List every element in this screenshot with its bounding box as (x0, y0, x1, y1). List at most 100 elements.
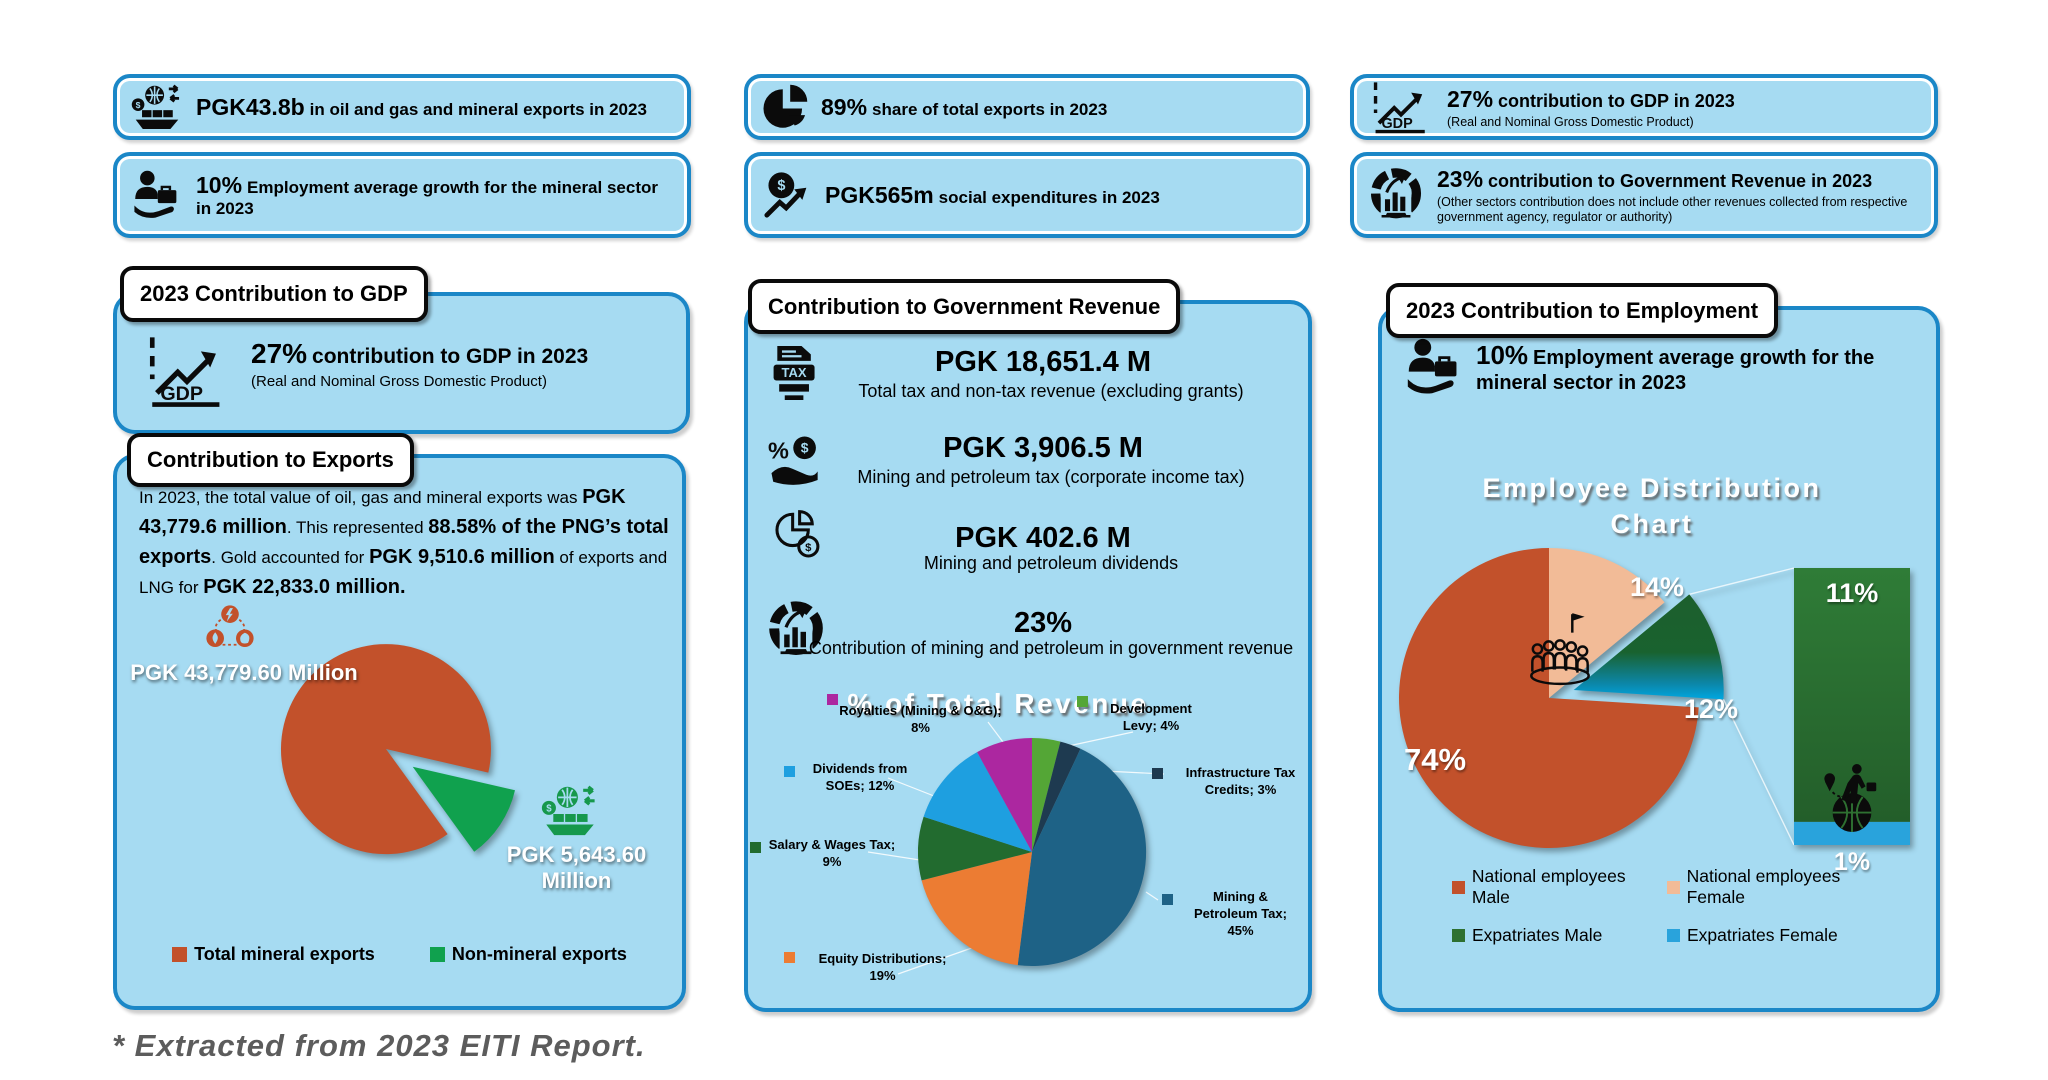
legend-swatch (172, 947, 188, 962)
tax-document-icon: TAX (768, 344, 822, 402)
stat-card-gov-revenue: 23% contribution to Government Revenue in… (1350, 152, 1938, 238)
stat-label: social expenditures in 2023 (938, 187, 1160, 207)
cargo-ship-icon: $ (131, 83, 183, 131)
pie-label-equity: Equity Distributions; 19% (818, 951, 947, 984)
legend-swatch (1452, 929, 1465, 942)
svg-text:$: $ (546, 803, 552, 814)
gdp-chart-icon: GDP (143, 332, 231, 410)
legend-label: Non-mineral exports (451, 944, 627, 964)
stat-card-text: 10% Employment average growth for the min… (196, 171, 673, 220)
stat-label: share of total exports in 2023 (872, 99, 1108, 119)
stat-card-text: PGK565m social expenditures in 2023 (825, 181, 1160, 209)
legend-swatch (1667, 880, 1680, 894)
legend-swatch (1452, 880, 1465, 894)
employment-text: Employment average growth for the minera… (1476, 347, 1875, 394)
revenue-gauge-icon (766, 600, 826, 660)
expatriate-globe-icon (1820, 760, 1884, 836)
bar-value-expatriates-female: 1% (1833, 848, 1871, 876)
employment-chart-title-line1: Employee Distribution (1482, 473, 1822, 503)
stat-subtext: (Real and Nominal Gross Domestic Product… (1447, 114, 1694, 129)
employment-stat: 10% Employment average growth for the min… (1476, 340, 1928, 396)
pie-label-development-levy: Development Levy; 4% (1110, 701, 1192, 734)
legend-swatch (1667, 929, 1680, 942)
legend-label: National employees Female (1686, 866, 1841, 907)
legend-swatch-royalties (827, 694, 838, 705)
legend-item: Total mineral exports (172, 944, 375, 965)
svg-text:%: % (768, 437, 789, 463)
svg-text:$: $ (805, 542, 812, 554)
revenue-row-value: PGK 18,651.4 M (935, 346, 1151, 378)
percent-dollar-hand-icon: % $ (768, 434, 822, 486)
tab-exports: Contribution to Exports (127, 433, 414, 487)
legend-item: National employees Female (1667, 866, 1897, 908)
stat-card-text: 89% share of total exports in 2023 (821, 93, 1107, 121)
pie-value-national-female: 14% (1629, 572, 1685, 602)
worker-briefcase-icon (1404, 338, 1464, 396)
exports-paragraph: In 2023, the total value of oil, gas and… (139, 486, 669, 598)
pie-label-royalties: Royalties (Mining & O&G); 8% (839, 703, 1002, 736)
green-cargo-ship-icon: $ (541, 784, 599, 837)
coin-growth-icon: $ (762, 170, 812, 220)
stat-label: contribution to GDP in 2023 (1498, 90, 1735, 111)
bar-value-expatriates-male: 11% (1825, 578, 1879, 608)
stat-card-social: $ PGK565m social expenditures in 2023 (744, 152, 1310, 238)
stat-subtext: (Other sectors contribution does not inc… (1437, 195, 1908, 225)
stat-card-gdp: GDP 27% contribution to GDP in 2023 (Real… (1350, 74, 1938, 140)
stat-value: PGK43.8b (196, 93, 305, 120)
tab-gov-revenue-label: Contribution to Government Revenue (768, 293, 1161, 319)
stat-value: PGK565m (825, 181, 934, 208)
pie-value-expatriates: 12% (1684, 694, 1739, 724)
revenue-row-value: PGK 402.6 M (955, 522, 1131, 554)
stat-value: 10% (196, 171, 243, 198)
legend-item: Non-mineral exports (429, 944, 627, 965)
employment-value: 10% (1476, 340, 1529, 370)
revenue-row-label: Mining and petroleum tax (corporate inco… (857, 467, 1245, 487)
pie-value-national-male: 74% (1404, 742, 1467, 777)
revenue-pie-chart (918, 738, 1147, 967)
stat-card-exports-value: $ PGK43.8b in oil and gas and mineral exp… (113, 74, 691, 140)
stat-value: 89% (821, 93, 868, 120)
revenue-row-value: PGK 3,906.5 M (943, 432, 1143, 464)
stat-card-text: 23% contribution to Government Revenue in… (1437, 165, 1920, 225)
svg-text:TAX: TAX (782, 365, 807, 380)
tab-employment: 2023 Contribution to Employment (1386, 283, 1779, 338)
tab-gdp-label: 2023 Contribution to GDP (140, 281, 408, 306)
legend-item: Expatriates Male (1452, 925, 1667, 946)
legend-label: Total mineral exports (194, 944, 375, 964)
legend-item: Expatriates Female (1667, 925, 1897, 946)
pie-label-mining-tax: Mining & Petroleum Tax; 45% (1194, 889, 1287, 939)
gdp-chart-icon: GDP (1368, 79, 1434, 135)
pie-dollar-icon: $ (770, 510, 824, 562)
revenue-chart-title: % of Total Revenue (847, 688, 1149, 719)
employment-legend: National employees Male National employe… (1452, 866, 1897, 946)
gdp-value: 27% (251, 338, 308, 369)
pie-chart-icon (762, 84, 808, 130)
legend-label: Expatriates Male (1472, 925, 1603, 945)
legend-swatch-dividends (784, 766, 795, 777)
footnote: * Extracted from 2023 EITI Report. (112, 1028, 646, 1063)
revenue-row-label: Contribution of mining and petroleum in … (808, 638, 1294, 658)
revenue-row-label: Mining and petroleum dividends (923, 553, 1179, 573)
stat-card-exports-share: 89% share of total exports in 2023 (744, 74, 1310, 140)
pie-label-salary: Salary & Wages Tax; 9% (768, 837, 896, 870)
svg-text:GDP: GDP (1381, 116, 1413, 132)
panel-gov-revenue: TAX PGK 18,651.4 M Total tax and non-tax… (744, 300, 1312, 1012)
exports-legend: Total mineral exports Non-mineral export… (117, 944, 682, 965)
pie-label-dividends: Dividends from SOEs; 12% (812, 761, 908, 794)
stat-value: 27% (1447, 85, 1494, 112)
people-group-icon (1524, 606, 1596, 688)
svg-text:$: $ (136, 100, 141, 110)
legend-swatch-infrastructure (1152, 768, 1163, 779)
legend-item: National employees Male (1452, 866, 1667, 908)
panel-employment: 10% Employment average growth for the min… (1378, 306, 1940, 1012)
tab-exports-label: Contribution to Exports (147, 447, 394, 472)
tab-employment-label: 2023 Contribution to Employment (1406, 297, 1759, 323)
nonmineral-exports-data-label: PGK 5,643.60 Million (506, 842, 647, 894)
legend-swatch-development-levy (1077, 696, 1088, 707)
revenue-row-value: 23% (1013, 607, 1073, 639)
legend-swatch-salary (750, 842, 761, 853)
mineral-exports-data-label: PGK 43,779.60 Million (130, 660, 358, 685)
stat-card-employment: 10% Employment average growth for the min… (113, 152, 691, 238)
legend-swatch-mining-tax (1162, 894, 1173, 905)
